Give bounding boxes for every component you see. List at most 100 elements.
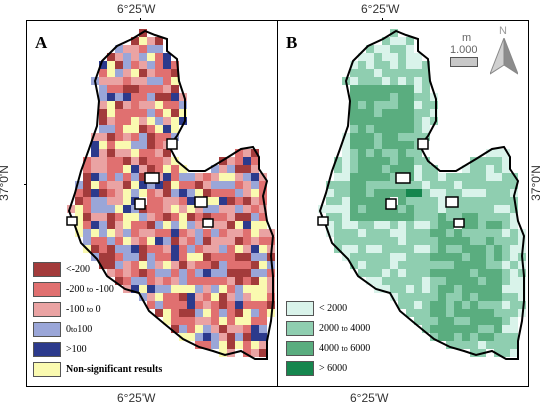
raster-cell xyxy=(163,221,171,229)
raster-cell xyxy=(390,261,398,269)
raster-cell xyxy=(478,165,486,173)
raster-cell xyxy=(227,301,235,309)
raster-cell xyxy=(251,309,259,317)
raster-cell xyxy=(406,133,414,141)
raster-cell xyxy=(422,261,430,269)
raster-cell xyxy=(414,69,422,77)
raster-cell xyxy=(390,133,398,141)
raster-cell xyxy=(259,341,267,349)
raster-cell xyxy=(155,101,163,109)
raster-cell xyxy=(350,197,358,205)
raster-cell xyxy=(187,245,195,253)
raster-cell xyxy=(171,117,179,125)
raster-cell xyxy=(195,253,203,261)
legend-to: to xyxy=(341,323,348,333)
map-a xyxy=(66,29,275,360)
raster-cell xyxy=(470,269,478,277)
raster-cell xyxy=(374,85,382,93)
raster-cell xyxy=(251,205,259,213)
raster-cell xyxy=(398,189,406,197)
raster-cell xyxy=(259,213,267,221)
raster-cell xyxy=(390,85,398,93)
raster-cell xyxy=(211,181,219,189)
raster-cell xyxy=(203,341,211,349)
raster-cell xyxy=(470,213,478,221)
raster-cell xyxy=(139,53,147,61)
raster-cell xyxy=(123,149,131,157)
raster-cell xyxy=(131,165,139,173)
map-b xyxy=(317,29,526,360)
raster-cell xyxy=(107,53,115,61)
raster-cell xyxy=(382,61,390,69)
raster-cell xyxy=(115,253,123,261)
raster-cell xyxy=(131,109,139,117)
raster-cell xyxy=(187,261,195,269)
raster-cell xyxy=(99,253,107,261)
raster-cell xyxy=(107,237,115,245)
raster-cell xyxy=(203,229,211,237)
raster-cell xyxy=(510,221,518,229)
raster-cell xyxy=(446,301,454,309)
raster-cell xyxy=(235,237,243,245)
raster-cell xyxy=(139,77,147,85)
raster-cell xyxy=(123,205,131,213)
raster-cell xyxy=(502,349,510,357)
raster-cell xyxy=(406,237,414,245)
raster-cell xyxy=(374,269,382,277)
raster-cell xyxy=(334,165,342,173)
raster-cell xyxy=(438,173,446,181)
raster-cell xyxy=(211,317,219,325)
raster-cell xyxy=(414,157,422,165)
raster-cell xyxy=(187,317,195,325)
raster-cell xyxy=(430,221,438,229)
raster-cell xyxy=(243,317,251,325)
raster-cell xyxy=(251,285,259,293)
raster-cell xyxy=(131,269,139,277)
raster-cell xyxy=(219,285,227,293)
raster-cell xyxy=(147,93,155,101)
raster-cell xyxy=(382,37,390,45)
raster-cell xyxy=(131,149,139,157)
raster-cell xyxy=(179,269,187,277)
legend-to: to xyxy=(341,343,348,353)
raster-cell xyxy=(374,213,382,221)
raster-cell xyxy=(422,125,430,133)
raster-cell xyxy=(131,141,139,149)
raster-cell xyxy=(163,317,171,325)
raster-cell xyxy=(470,197,478,205)
raster-cell xyxy=(478,333,486,341)
raster-cell xyxy=(75,221,83,229)
raster-cell xyxy=(462,301,470,309)
raster-cell xyxy=(446,333,454,341)
raster-cell xyxy=(155,149,163,157)
raster-cell xyxy=(235,181,243,189)
raster-cell xyxy=(251,157,259,165)
raster-cell xyxy=(486,277,494,285)
raster-cell xyxy=(227,317,235,325)
raster-cell xyxy=(342,197,350,205)
raster-cell xyxy=(486,293,494,301)
raster-cell xyxy=(398,277,406,285)
raster-cell xyxy=(326,213,334,221)
raster-cell xyxy=(227,333,235,341)
raster-cell xyxy=(139,125,147,133)
raster-cell xyxy=(203,261,211,269)
legend-swatch xyxy=(286,340,314,356)
raster-cell xyxy=(382,125,390,133)
raster-cell xyxy=(390,93,398,101)
raster-cell xyxy=(478,309,486,317)
raster-cell xyxy=(131,277,139,285)
raster-cell xyxy=(502,181,510,189)
raster-cell xyxy=(406,285,414,293)
raster-cell xyxy=(115,85,123,93)
raster-cell xyxy=(454,333,462,341)
raster-cell xyxy=(243,205,251,213)
raster-cell xyxy=(374,181,382,189)
raster-cell xyxy=(406,253,414,261)
raster-cell xyxy=(187,277,195,285)
raster-cell xyxy=(382,117,390,125)
raster-cell xyxy=(251,173,259,181)
raster-cell xyxy=(494,189,502,197)
raster-cell xyxy=(510,349,518,357)
raster-cell xyxy=(155,61,163,69)
